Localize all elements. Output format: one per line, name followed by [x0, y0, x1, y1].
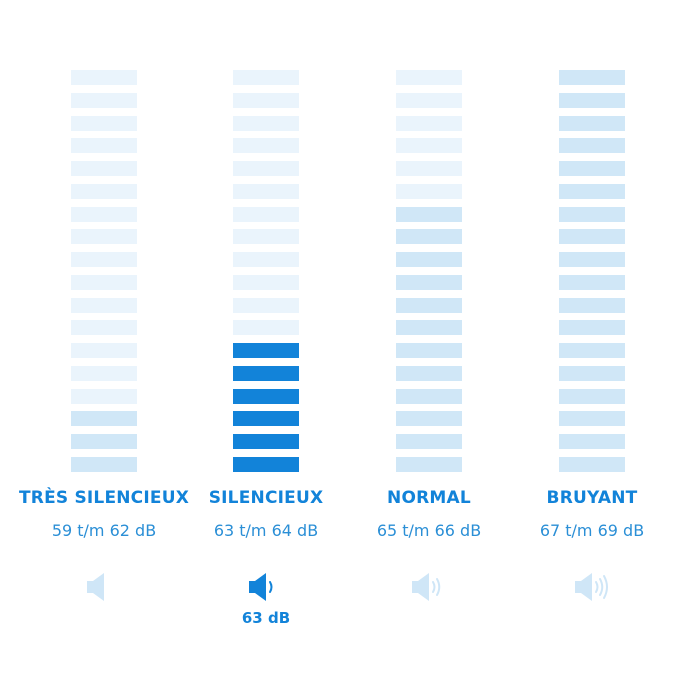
level-column-bruyant[interactable]: BRUYANT 67 t/m 69 dB: [497, 70, 687, 650]
level-segment-tinted: [396, 252, 462, 267]
level-segment: [233, 320, 299, 335]
level-segment-tinted: [396, 320, 462, 335]
level-segment-tinted: [559, 320, 625, 335]
level-segment: [71, 343, 137, 358]
level-segment: [233, 116, 299, 131]
level-segment-tinted: [559, 298, 625, 313]
level-bar-stack: [396, 70, 462, 480]
level-segment-tinted: [559, 411, 625, 426]
level-segment: [396, 70, 462, 85]
level-segment: [233, 70, 299, 85]
level-spec: 65 t/m 66 dB: [376, 521, 482, 540]
level-segment-tinted: [396, 366, 462, 381]
level-segment: [396, 138, 462, 153]
level-spec: 59 t/m 62 dB: [51, 521, 157, 540]
level-segment-active: [233, 343, 299, 358]
level-column-tres-silencieux[interactable]: TRÈS SILENCIEUX 59 t/m 62 dB: [9, 70, 199, 650]
level-segment-tinted: [559, 138, 625, 153]
level-bar-stack: [233, 70, 299, 480]
level-segment-tinted: [396, 343, 462, 358]
level-segment-active: [233, 457, 299, 472]
level-spec: 63 t/m 64 dB: [213, 521, 319, 540]
level-segment-tinted: [396, 229, 462, 244]
level-segment: [233, 184, 299, 199]
level-segment-tinted: [396, 275, 462, 290]
level-segment-tinted: [559, 93, 625, 108]
level-segment-tinted: [396, 389, 462, 404]
level-segment: [71, 252, 137, 267]
level-segment: [233, 161, 299, 176]
level-segment-tinted: [559, 70, 625, 85]
speaker-high-icon: [575, 573, 608, 601]
speaker-low-icon: [249, 573, 273, 601]
level-segment-tinted: [559, 252, 625, 267]
speaker-muted-icon: [87, 573, 104, 601]
level-segment: [233, 229, 299, 244]
level-segment-tinted: [559, 434, 625, 449]
level-segment: [71, 116, 137, 131]
level-segment: [396, 161, 462, 176]
level-segment: [233, 207, 299, 222]
level-segment-tinted: [71, 411, 137, 426]
level-spec: 67 t/m 69 dB: [539, 521, 645, 540]
level-segment-tinted: [71, 434, 137, 449]
speaker-medium-icon: [412, 573, 441, 601]
level-bar-stack: [559, 70, 625, 480]
level-column-normal[interactable]: NORMAL 65 t/m 66 dB: [334, 70, 524, 650]
level-reading: 63 dB: [241, 609, 291, 627]
level-segment: [71, 70, 137, 85]
level-column-silencieux[interactable]: SILENCIEUX 63 t/m 64 dB 63 dB: [171, 70, 361, 650]
level-segment: [71, 207, 137, 222]
level-segment: [233, 252, 299, 267]
level-segment-tinted: [71, 457, 137, 472]
level-segment-tinted: [559, 229, 625, 244]
level-segment-tinted: [559, 389, 625, 404]
level-label: BRUYANT: [546, 488, 638, 508]
level-segment: [71, 389, 137, 404]
level-segment: [233, 298, 299, 313]
level-label: TRÈS SILENCIEUX: [18, 488, 190, 508]
level-segment: [71, 93, 137, 108]
level-segment: [71, 161, 137, 176]
level-segment: [71, 320, 137, 335]
level-segment: [71, 298, 137, 313]
level-segment-tinted: [396, 457, 462, 472]
level-segment: [71, 229, 137, 244]
level-segment: [233, 275, 299, 290]
level-segment: [71, 138, 137, 153]
level-segment-tinted: [396, 207, 462, 222]
level-segment: [233, 138, 299, 153]
level-label: SILENCIEUX: [208, 488, 324, 508]
level-segment: [396, 184, 462, 199]
level-segment-active: [233, 434, 299, 449]
level-segment-tinted: [396, 434, 462, 449]
level-segment: [71, 366, 137, 381]
level-segment: [233, 93, 299, 108]
level-segment: [71, 275, 137, 290]
level-segment-active: [233, 411, 299, 426]
level-segment: [396, 93, 462, 108]
level-label: NORMAL: [387, 488, 471, 508]
level-segment-tinted: [559, 275, 625, 290]
level-segment-tinted: [559, 366, 625, 381]
level-segment-tinted: [559, 116, 625, 131]
level-segment-tinted: [396, 298, 462, 313]
level-segment-tinted: [559, 457, 625, 472]
level-segment: [71, 184, 137, 199]
level-segment-tinted: [559, 343, 625, 358]
level-segment-tinted: [559, 161, 625, 176]
level-segment-active: [233, 389, 299, 404]
level-segment: [396, 116, 462, 131]
level-segment-tinted: [396, 411, 462, 426]
level-segment-active: [233, 366, 299, 381]
level-bar-stack: [71, 70, 137, 480]
level-segment-tinted: [559, 184, 625, 199]
level-segment-tinted: [559, 207, 625, 222]
